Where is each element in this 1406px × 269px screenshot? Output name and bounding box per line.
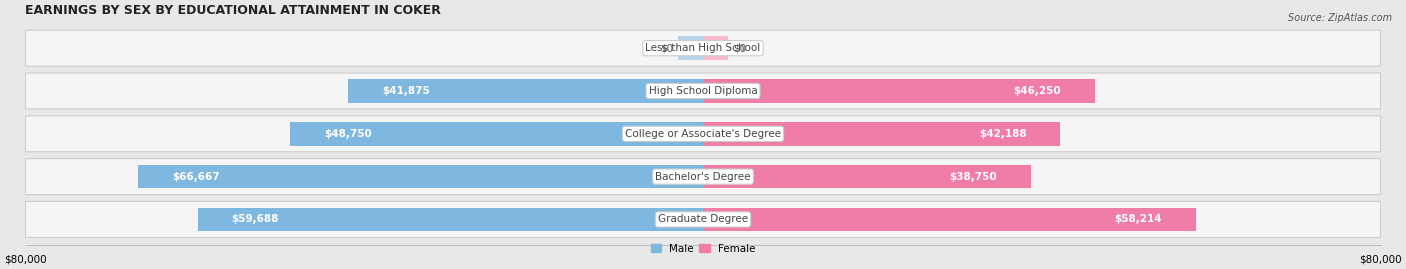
FancyBboxPatch shape — [25, 159, 1381, 194]
Text: $41,875: $41,875 — [382, 86, 430, 96]
Bar — [349, 79, 703, 103]
Text: $0: $0 — [733, 43, 745, 53]
Text: $42,188: $42,188 — [979, 129, 1026, 139]
Text: $46,250: $46,250 — [1014, 86, 1060, 96]
Text: $0: $0 — [661, 43, 673, 53]
Text: $59,688: $59,688 — [232, 214, 278, 224]
Bar — [703, 122, 1060, 146]
Text: $38,750: $38,750 — [949, 172, 997, 182]
FancyBboxPatch shape — [25, 116, 1381, 152]
Text: $48,750: $48,750 — [323, 129, 371, 139]
Text: $58,214: $58,214 — [1115, 214, 1163, 224]
Bar — [290, 122, 703, 146]
FancyBboxPatch shape — [25, 73, 1381, 109]
Bar — [138, 165, 703, 188]
Bar — [703, 165, 1031, 188]
Text: $66,667: $66,667 — [173, 172, 219, 182]
Bar — [678, 36, 703, 60]
Text: Graduate Degree: Graduate Degree — [658, 214, 748, 224]
Text: College or Associate's Degree: College or Associate's Degree — [626, 129, 780, 139]
Text: Source: ZipAtlas.com: Source: ZipAtlas.com — [1288, 13, 1392, 23]
Bar — [703, 36, 728, 60]
Text: Bachelor's Degree: Bachelor's Degree — [655, 172, 751, 182]
Text: High School Diploma: High School Diploma — [648, 86, 758, 96]
Text: EARNINGS BY SEX BY EDUCATIONAL ATTAINMENT IN COKER: EARNINGS BY SEX BY EDUCATIONAL ATTAINMEN… — [25, 4, 441, 17]
Bar — [703, 208, 1197, 231]
FancyBboxPatch shape — [25, 30, 1381, 66]
Text: Less than High School: Less than High School — [645, 43, 761, 53]
Bar — [197, 208, 703, 231]
Legend: Male, Female: Male, Female — [647, 239, 759, 258]
FancyBboxPatch shape — [25, 201, 1381, 238]
Bar — [703, 79, 1095, 103]
